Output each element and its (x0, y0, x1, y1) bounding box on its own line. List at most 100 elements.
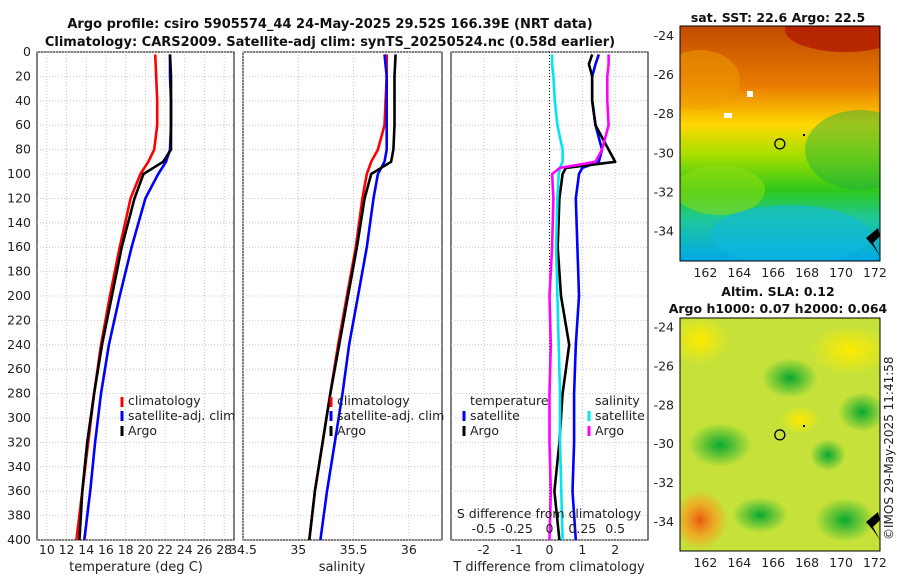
map-x-tick-label: 166 (761, 555, 785, 570)
sla-argo-location-marker (774, 429, 786, 441)
x-tick-label: 20 (137, 542, 153, 557)
difference-legend: temperature satellite Argo salinity sate… (462, 393, 645, 438)
map-y-tick-label: -28 (654, 397, 674, 412)
x-tick-label: 36 (401, 542, 417, 557)
x-tick-label: 10 (39, 542, 55, 557)
x-tick-label: 0 (546, 542, 554, 557)
map-x-tick-label: 166 (761, 265, 785, 280)
y-tick-label: 20 (15, 68, 31, 83)
salinity-legend: climatology satellite-adj. clim Argo (329, 393, 444, 438)
difference-xlabel: T difference from climatology (452, 560, 645, 575)
series-line-s-satellite (550, 54, 564, 541)
title-line-2: Climatology: CARS2009. Satellite-adj cli… (45, 35, 615, 50)
y-tick-label: 260 (7, 361, 31, 376)
map-y-tick-label: -32 (654, 475, 674, 490)
series-line-satellite-adj-clim (319, 54, 389, 541)
sst-field (680, 26, 880, 261)
sst-map-frame (679, 25, 881, 262)
y-tick-label: 360 (7, 483, 31, 498)
x-tick-label: -2 (478, 542, 490, 557)
x-tick-label: 16 (98, 542, 114, 557)
temperature-axes (36, 51, 235, 541)
map-y-tick-label: -26 (654, 359, 674, 374)
map-y-tick-label: -24 (654, 28, 674, 43)
imos-credit: ©IMOS 29-May-2025 11:41:58 (882, 356, 896, 540)
sla-map-panel: Altim. SLA: 0.12 Argo h1000: 0.07 h2000:… (654, 284, 888, 570)
series-line-t-argo (553, 53, 617, 541)
map-y-tick-label: -34 (654, 514, 674, 529)
s-tick-label: 0.5 (605, 521, 625, 536)
map-y-tick-label: -28 (654, 106, 674, 121)
map-y-tick-label: -30 (654, 436, 674, 451)
x-tick-label: -1 (510, 542, 522, 557)
y-tick-label: 60 (15, 117, 31, 132)
y-tick-label: 240 (7, 337, 31, 352)
y-tick-label: 160 (7, 239, 31, 254)
legend-label-climatology: climatology (128, 393, 201, 408)
salinity-panel: 34.5 35 35.5 36 climatology satellite-adj. … (229, 51, 444, 575)
x-tick-label: 12 (59, 542, 75, 557)
map-y-tick-label: -30 (654, 145, 674, 160)
x-tick-label: 35.5 (340, 542, 368, 557)
y-tick-label: 320 (7, 434, 31, 449)
y-tick-label: 380 (7, 508, 31, 523)
legend-label-t-argo: Argo (470, 423, 499, 438)
map-x-tick-label: 170 (829, 265, 853, 280)
x-tick-label: 26 (196, 542, 212, 557)
map-y-tick-label: -24 (654, 320, 674, 335)
x-tick-label: 18 (118, 542, 134, 557)
legend-label-s-argo: Argo (595, 423, 624, 438)
y-tick-label: 80 (15, 142, 31, 157)
legend-label-climatology: climatology (337, 393, 410, 408)
series-line-argo (78, 54, 173, 541)
map-x-tick-label: 162 (693, 555, 717, 570)
y-tick-label: 300 (7, 410, 31, 425)
legend-label-satellite: satellite-adj. clim (337, 408, 444, 423)
legend-label-argo: Argo (337, 423, 366, 438)
y-tick-label: 140 (7, 215, 31, 230)
legend-title-salinity: salinity (595, 393, 640, 408)
legend-label-s-satellite: satellite (595, 408, 645, 423)
y-tick-label: 120 (7, 190, 31, 205)
s-tick-label: 0.25 (568, 521, 596, 536)
temperature-panel: 0 20 40 60 80 100 120 140 160 180 200 220 240 260 280 3… (7, 44, 235, 575)
y-tick-label: 100 (7, 166, 31, 181)
map-x-tick-label: 168 (795, 555, 819, 570)
sst-map-title: sat. SST: 22.6 Argo: 22.5 (691, 10, 865, 25)
temperature-legend: climatology satellite-adj. clim Argo (120, 393, 235, 438)
map-x-tick-label: 170 (829, 555, 853, 570)
sla-map-subtitle: Argo h1000: 0.07 h2000: 0.064 (669, 301, 888, 316)
sla-map-title: Altim. SLA: 0.12 (721, 284, 834, 299)
legend-label-argo: Argo (128, 423, 157, 438)
map-y-tick-label: -34 (654, 224, 674, 239)
x-tick-label: 22 (157, 542, 173, 557)
map-x-tick-label: 172 (863, 555, 887, 570)
x-tick-label: 14 (78, 542, 94, 557)
x-tick-label: 34.5 (229, 542, 257, 557)
difference-xlabel-top: S difference from climatology (457, 506, 642, 521)
sla-map-frame (679, 317, 881, 552)
title-line-1: Argo profile: csiro 5905574_44 24-May-20… (67, 17, 592, 32)
map-x-tick-label: 162 (693, 265, 717, 280)
map-y-tick-label: -26 (654, 67, 674, 82)
y-tick-label: 340 (7, 459, 31, 474)
series-line-argo (308, 54, 397, 541)
legend-label-t-satellite: satellite (470, 408, 520, 423)
map-x-tick-label: 164 (727, 555, 751, 570)
temperature-xlabel: temperature (deg C) (69, 560, 203, 575)
map-x-tick-label: 168 (795, 265, 819, 280)
y-tick-label: 400 (7, 532, 31, 547)
x-tick-label: 2 (611, 542, 619, 557)
sst-argo-location-marker (774, 138, 786, 150)
x-tick-label: 35 (290, 542, 306, 557)
y-tick-label: 180 (7, 264, 31, 279)
x-tick-label: 24 (177, 542, 193, 557)
legend-label-satellite: satellite-adj. clim (128, 408, 235, 423)
y-tick-label: 200 (7, 288, 31, 303)
legend-title-temperature: temperature (470, 393, 549, 408)
map-x-tick-label: 164 (727, 265, 751, 280)
salinity-xlabel: salinity (319, 560, 366, 575)
y-tick-label: 220 (7, 312, 31, 327)
s-tick-label: -0.25 (500, 521, 532, 536)
